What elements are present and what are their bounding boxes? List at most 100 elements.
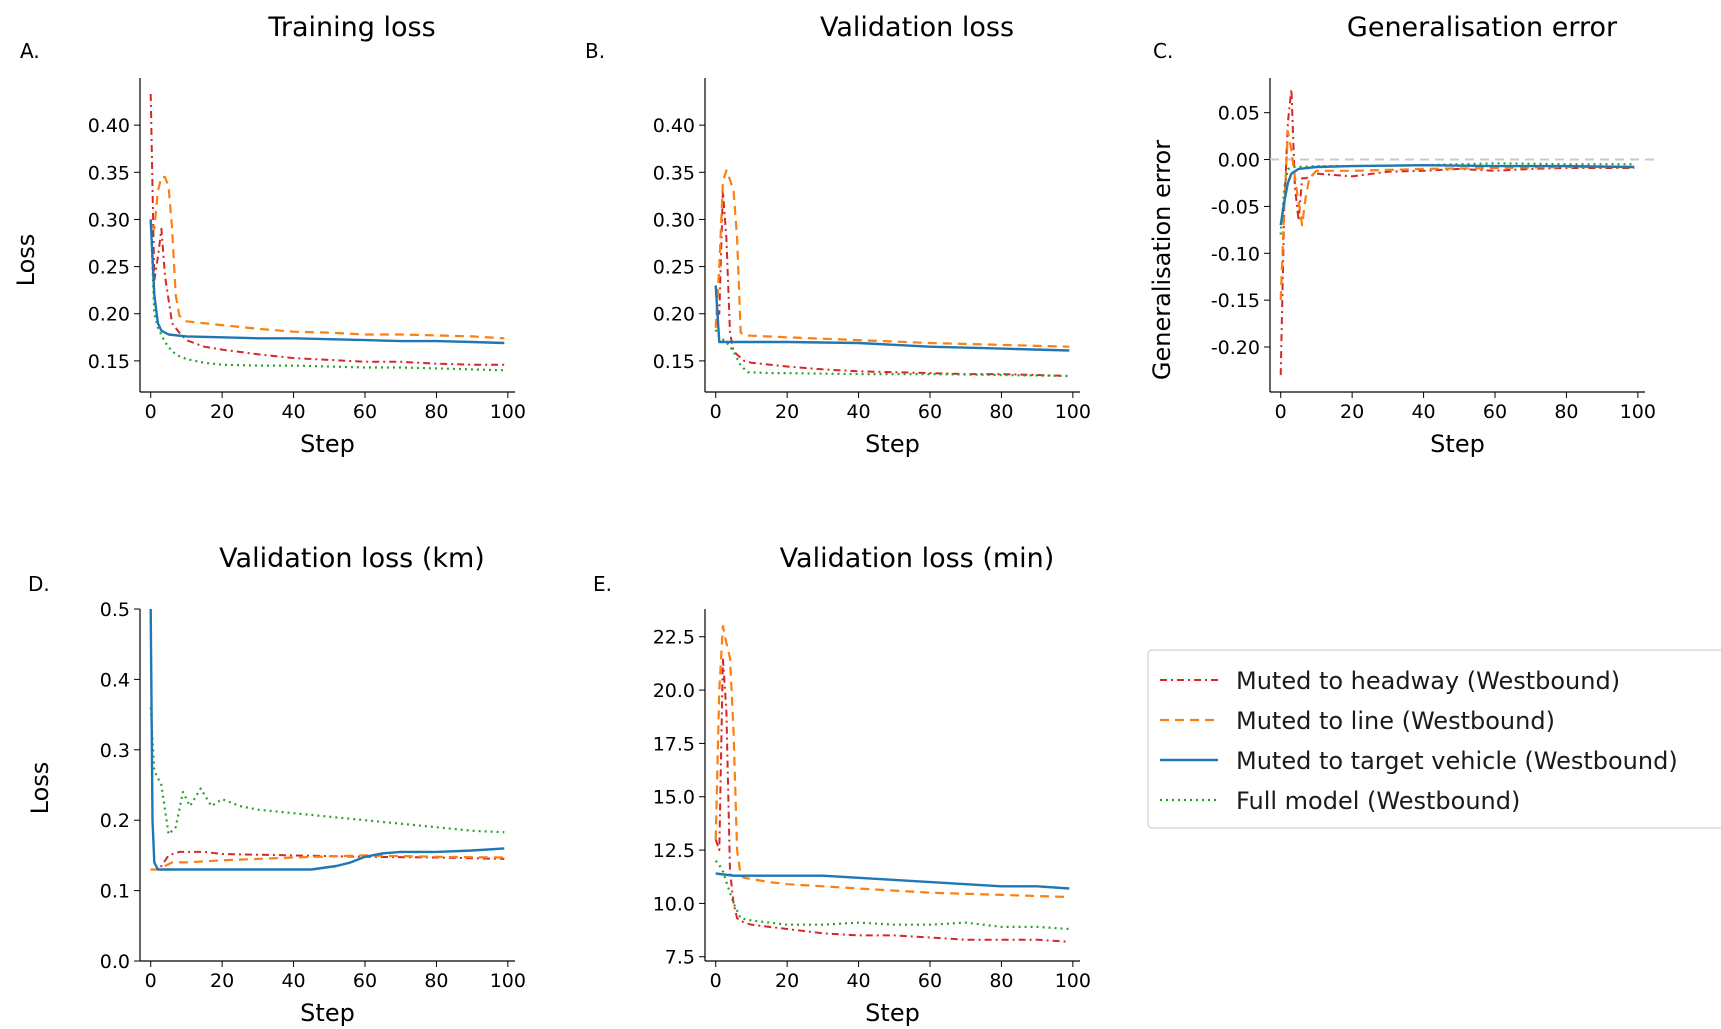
y-tick-label: 15.0 [653,787,695,809]
y-tick-label: -0.05 [1211,196,1260,218]
x-tick-label: 100 [490,970,526,992]
y-tick-label: 0.20 [88,304,130,326]
legend-box [1147,649,1721,829]
y-axis-label: Generalisation error [1148,140,1176,380]
series-line-line [1279,130,1635,301]
x-tick-label: 80 [1554,401,1578,423]
y-tick-label: 0.1 [100,881,130,903]
legend-label-headway: Muted to headway (Westbound) [1236,667,1620,695]
series-line-line [714,169,1070,348]
chart-title: Validation loss [820,12,1014,43]
series-line-full [149,707,505,836]
y-tick-label: -0.20 [1211,337,1260,359]
x-tick-label: 20 [1340,401,1364,423]
y-tick-label: 0.30 [653,209,695,231]
panel-label: C. [1153,39,1173,63]
y-tick-label: 0.4 [100,669,130,691]
x-tick-label: 100 [1055,970,1091,992]
y-tick-label: 0.05 [1218,103,1260,125]
series-line-line [149,175,505,340]
panel-a: A. Training loss 0 20 40 60 80 100 0.15 0.20 0.25 0… [12,12,526,458]
y-tick-label: 22.5 [653,627,695,649]
y-tick-label: 0.35 [88,162,130,184]
series-line-headway [1279,88,1635,376]
y-tick-label: -0.15 [1211,290,1260,312]
x-tick-label: 80 [989,401,1013,423]
series-line-target [714,285,1070,352]
chart-title: Validation loss (min) [780,543,1055,574]
series-line-headway [149,93,505,366]
series-line-full [149,219,505,372]
x-tick-label: 100 [490,401,526,423]
y-tick-label: 0.2 [100,810,130,832]
y-tick-label: 0.15 [88,351,130,373]
series-line-line [714,625,1070,899]
x-tick-label: 60 [918,970,942,992]
x-tick-label: 60 [1483,401,1507,423]
series-line-target [149,219,505,345]
x-tick-label: 0 [710,401,722,423]
series-line-target [715,872,1070,890]
series-line-target [1279,164,1635,226]
chart-title: Training loss [267,12,435,43]
x-tick-label: 20 [775,401,799,423]
y-tick-label: 0.25 [653,257,695,279]
x-tick-label: 40 [846,970,870,992]
series-line-full [714,859,1070,931]
legend: Muted to headway (Westbound) Muted to lin… [1147,649,1721,829]
y-tick-label: 17.5 [653,733,695,755]
panel-d: D. Validation loss (km) 0 20 40 60 80 100 0.0 0.1… [26,543,526,1027]
chart-title: Generalisation error [1347,12,1618,43]
series-line-headway [715,190,1070,377]
series-line-headway [714,657,1070,943]
x-tick-label: 20 [210,970,234,992]
x-axis-label: Step [865,430,920,458]
x-tick-label: 0 [145,970,157,992]
panel-b: B. Validation loss 0 20 40 60 80 100 0.15 0.20 0.2… [585,12,1091,458]
y-tick-label: 20.0 [653,680,695,702]
x-tick-label: 40 [281,970,305,992]
legend-label-line: Muted to line (Westbound) [1236,707,1555,735]
x-tick-label: 60 [918,401,942,423]
y-axis-label: Loss [26,762,54,815]
panel-c: C. Generalisation error 0 20 40 60 80 100 -0.20 -… [1148,12,1656,458]
y-tick-label: 7.5 [665,947,695,969]
y-tick-label: -0.10 [1211,243,1260,265]
x-tick-label: 20 [775,970,799,992]
y-tick-label: 0.5 [100,599,130,621]
x-tick-label: 40 [846,401,870,423]
x-axis-label: Step [300,999,355,1027]
y-tick-label: 0.3 [100,740,130,762]
y-tick-label: 12.5 [653,840,695,862]
x-tick-label: 40 [1411,401,1435,423]
x-tick-label: 80 [989,970,1013,992]
series-line-full [1279,162,1635,235]
x-tick-label: 60 [353,401,377,423]
y-tick-label: 0.25 [88,257,130,279]
y-tick-label: 0.0 [100,951,130,973]
y-tick-label: 0.35 [653,162,695,184]
panel-label: E. [593,572,612,596]
y-tick-label: 10.0 [653,893,695,915]
y-tick-label: 0.40 [653,115,695,137]
x-tick-label: 40 [281,401,305,423]
y-tick-label: 0.40 [88,115,130,137]
legend-label-target: Muted to target vehicle (Westbound) [1236,747,1678,775]
x-tick-label: 20 [210,401,234,423]
x-tick-label: 0 [145,401,157,423]
y-axis-label: Loss [12,234,40,287]
x-tick-label: 100 [1620,401,1656,423]
x-tick-label: 0 [710,970,722,992]
x-tick-label: 100 [1055,401,1091,423]
panel-label: A. [20,39,40,63]
y-tick-label: 0.00 [1218,150,1260,172]
panel-label: B. [585,39,605,63]
x-tick-label: 0 [1275,401,1287,423]
legend-label-full: Full model (Westbound) [1236,787,1520,815]
panel-label: D. [28,572,50,596]
chart-title: Validation loss (km) [219,543,485,574]
x-tick-label: 80 [424,401,448,423]
x-axis-label: Step [865,999,920,1027]
series-line-target [149,608,505,871]
